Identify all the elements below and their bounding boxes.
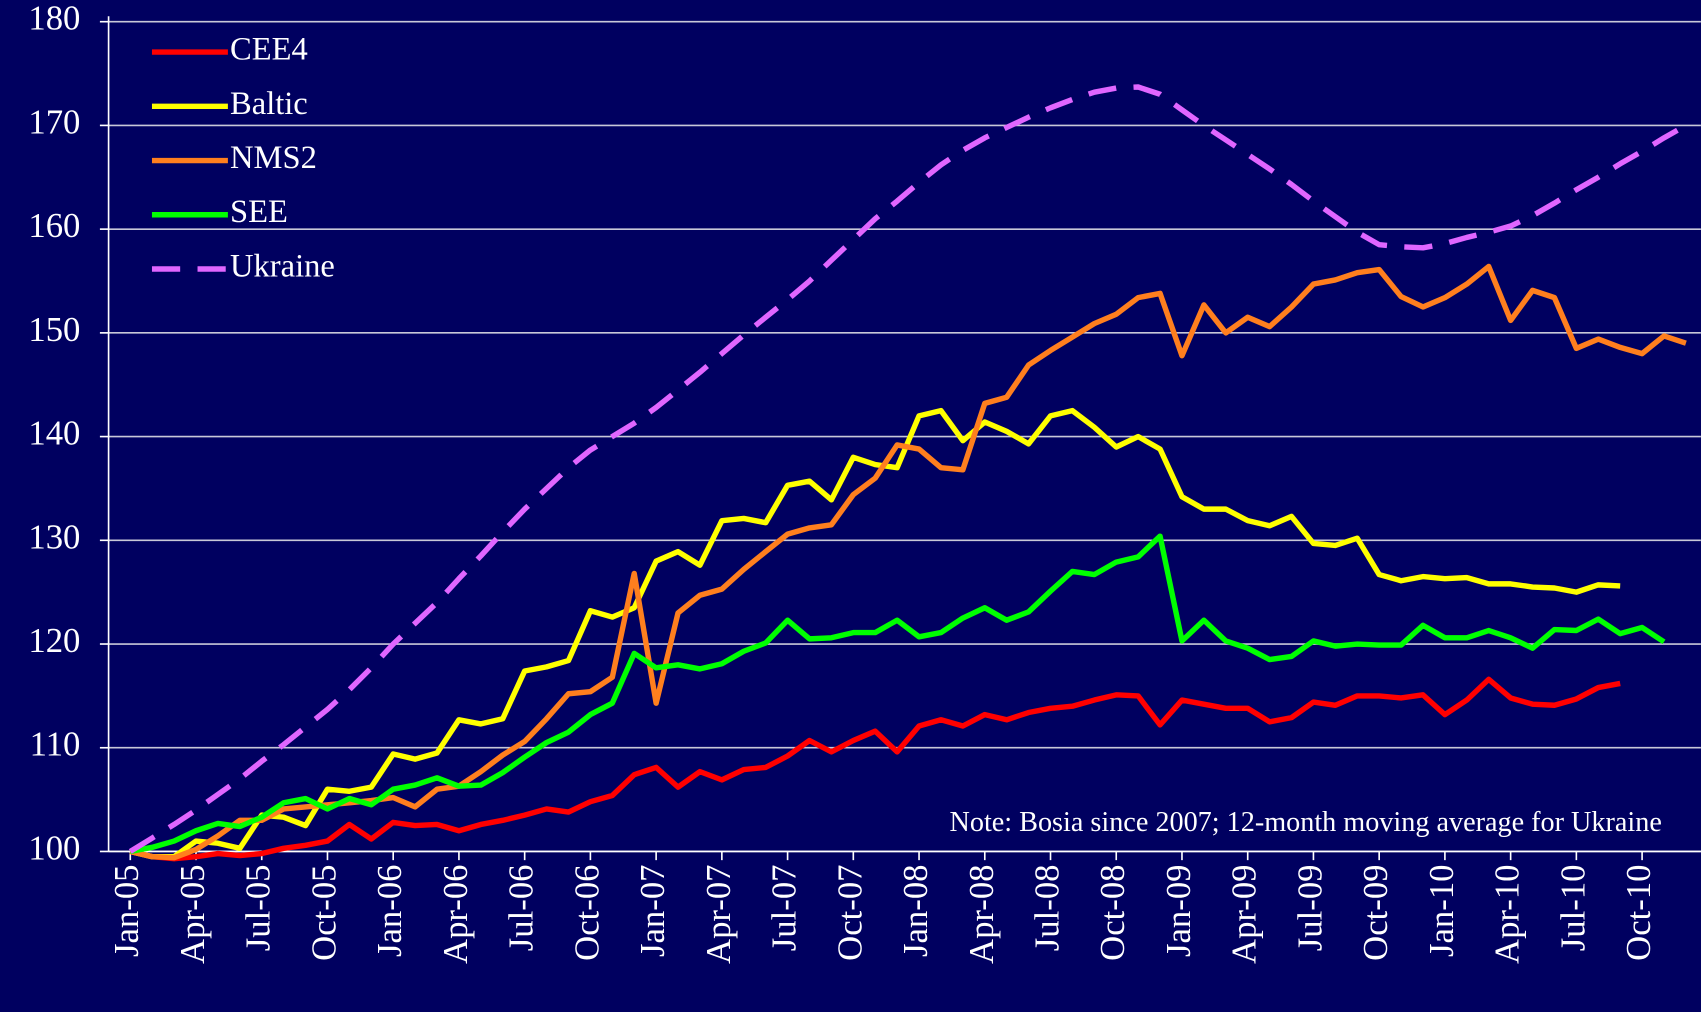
- y-tick-label: 110: [30, 725, 81, 764]
- series-line: [129, 676, 1621, 862]
- x-tick-label: Jan-08: [896, 864, 935, 956]
- y-tick-label: 140: [28, 414, 80, 453]
- legend-label: NMS2: [230, 140, 317, 176]
- x-tick-label: Oct-05: [304, 864, 343, 960]
- x-tick-label: Oct-06: [567, 864, 606, 960]
- x-tick-label: Jul-08: [1027, 864, 1066, 951]
- x-tick-label: Jul-06: [502, 864, 541, 951]
- note: Note: Bosia since 2007; 12-month moving …: [949, 807, 1661, 838]
- y-tick-label: 100: [28, 828, 80, 867]
- legend-label: SEE: [230, 194, 288, 230]
- x-tick-label: Apr-10: [1488, 864, 1527, 964]
- y-tick-label: 130: [28, 517, 80, 556]
- x-tick-label: Jul-07: [765, 864, 804, 951]
- x-tick-label: Jan-10: [1422, 864, 1461, 956]
- x-tick-label: Apr-05: [173, 864, 212, 964]
- y-tick-label: 160: [28, 206, 80, 245]
- x-tick-label: Jan-07: [633, 864, 672, 956]
- y-tick-label: 180: [28, 0, 80, 38]
- legend-label: Baltic: [230, 86, 308, 122]
- x-tick-label: Oct-07: [830, 864, 869, 960]
- x-tick-label: Apr-07: [699, 864, 738, 964]
- x-tick-label: Jan-06: [370, 864, 409, 956]
- legend-label: Ukraine: [230, 248, 335, 284]
- series-line: [129, 533, 1666, 855]
- x-tick-label: Apr-08: [962, 864, 1001, 964]
- series-line: [128, 84, 1688, 854]
- x-tick-label: Apr-09: [1225, 864, 1264, 964]
- y-tick-label: 120: [28, 621, 80, 660]
- series-line: [129, 263, 1687, 861]
- x-tick-label: Jan-05: [107, 864, 146, 956]
- x-tick-label: Oct-10: [1619, 864, 1658, 960]
- y-tick-label: 170: [28, 102, 80, 141]
- y-tick-label: 150: [28, 310, 80, 349]
- x-tick-label: Apr-06: [436, 864, 475, 964]
- legend-label: CEE4: [230, 32, 308, 68]
- x-tick-label: Oct-08: [1093, 864, 1132, 960]
- series-line: [129, 407, 1621, 860]
- x-tick-label: Jan-09: [1159, 864, 1198, 956]
- x-tick-label: Oct-09: [1356, 864, 1395, 960]
- x-tick-label: Jul-10: [1553, 864, 1592, 951]
- x-tick-label: Jul-09: [1290, 864, 1329, 951]
- x-tick-label: Jul-05: [239, 864, 278, 951]
